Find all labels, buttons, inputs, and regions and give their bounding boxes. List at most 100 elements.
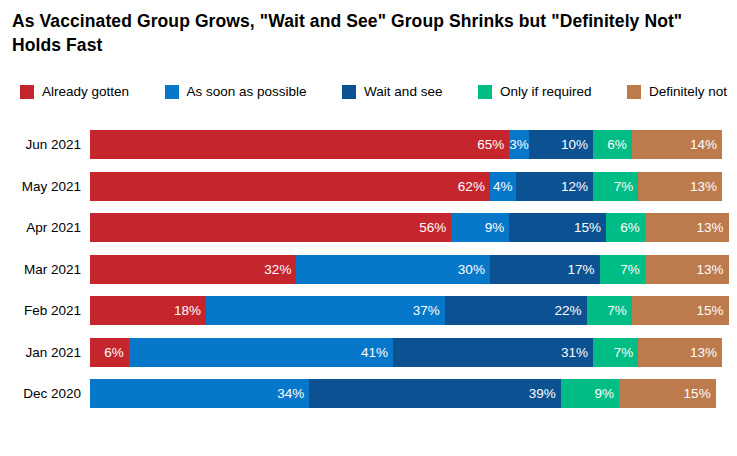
bar-segment: 17% <box>490 255 600 284</box>
bar-segment: 6% <box>90 338 129 367</box>
bar-segment: 7% <box>587 296 632 325</box>
stacked-bar: 62% 4% 12% 7% 13% <box>90 172 722 201</box>
legend-item: Definitely not <box>627 84 727 99</box>
value-label: 17% <box>568 262 595 277</box>
legend-label: As soon as possible <box>187 84 307 99</box>
value-label: 62% <box>458 179 485 194</box>
category-label: Feb 2021 <box>12 303 90 318</box>
legend-item: Wait and see <box>342 84 442 99</box>
bar-segment: 12% <box>516 172 593 201</box>
legend-swatch <box>478 85 492 99</box>
value-label: 6% <box>620 220 640 235</box>
bar-row: Apr 2021 56% 9% 15% 6% 13% <box>12 213 729 242</box>
category-label: Jan 2021 <box>12 345 90 360</box>
bar-segment: 13% <box>645 255 729 284</box>
value-label: 34% <box>277 386 304 401</box>
legend-item: As soon as possible <box>165 84 307 99</box>
bar-segment: 39% <box>309 379 561 408</box>
value-label: 39% <box>529 386 556 401</box>
bar-segment: 13% <box>645 213 729 242</box>
bar-segment: 13% <box>638 172 722 201</box>
bar-segment: 15% <box>632 296 729 325</box>
bar-segment: 65% <box>90 130 509 159</box>
bar-segment: 30% <box>296 255 490 284</box>
stacked-bar: 6% 41% 31% 7% 13% <box>90 338 722 367</box>
value-label: 13% <box>696 262 723 277</box>
value-label: 18% <box>174 303 201 318</box>
value-label: 13% <box>690 345 717 360</box>
bar-row: Dec 2020 34% 39% 9% 15% <box>12 379 729 408</box>
value-label: 13% <box>690 179 717 194</box>
bar-segment: 32% <box>90 255 296 284</box>
value-label: 7% <box>620 262 640 277</box>
value-label: 12% <box>561 179 588 194</box>
bar-segment: 18% <box>90 296 206 325</box>
value-label: 10% <box>561 137 588 152</box>
bar-row: May 2021 62% 4% 12% 7% 13% <box>12 172 729 201</box>
chart-container: As Vaccinated Group Grows, "Wait and See… <box>0 0 737 456</box>
bar-segment: 3% <box>509 130 528 159</box>
stacked-bar: 65% 3% 10% 6% 14% <box>90 130 722 159</box>
value-label: 3% <box>509 137 529 152</box>
bar-segment: 15% <box>619 379 716 408</box>
value-label: 14% <box>690 137 717 152</box>
bar-row: Jun 2021 65% 3% 10% 6% 14% <box>12 130 729 159</box>
bar-segment: 7% <box>600 255 645 284</box>
value-label: 7% <box>614 179 634 194</box>
bar-segment: 7% <box>593 172 638 201</box>
category-label: Jun 2021 <box>12 137 90 152</box>
value-label: 41% <box>361 345 388 360</box>
legend-label: Wait and see <box>364 84 442 99</box>
legend-label: Definitely not <box>649 84 727 99</box>
category-label: Apr 2021 <box>12 220 90 235</box>
legend-item: Already gotten <box>20 84 129 99</box>
value-label: 65% <box>477 137 504 152</box>
value-label: 15% <box>684 386 711 401</box>
value-label: 37% <box>413 303 440 318</box>
value-label: 6% <box>607 137 627 152</box>
bar-segment: 9% <box>451 213 509 242</box>
bar-segment: 4% <box>490 172 516 201</box>
bar-segment: 10% <box>529 130 594 159</box>
value-label: 30% <box>458 262 485 277</box>
bar-segment: 41% <box>129 338 393 367</box>
value-label: 32% <box>264 262 291 277</box>
legend-label: Already gotten <box>42 84 129 99</box>
legend-swatch <box>20 85 34 99</box>
value-label: 31% <box>561 345 588 360</box>
chart-rows: Jun 202165%3%10%6%14%May 202162%4%12%7%1… <box>12 130 729 408</box>
value-label: 15% <box>696 303 723 318</box>
value-label: 15% <box>574 220 601 235</box>
legend-label: Only if required <box>500 84 592 99</box>
bar-segment: 22% <box>445 296 587 325</box>
bar-segment: 34% <box>90 379 309 408</box>
stacked-bar: 56% 9% 15% 6% 13% <box>90 213 729 242</box>
bar-segment: 56% <box>90 213 451 242</box>
bar-segment: 37% <box>206 296 445 325</box>
legend: Already gotten As soon as possible Wait an… <box>20 84 727 99</box>
bar-segment: 7% <box>593 338 638 367</box>
bar-segment: 31% <box>393 338 593 367</box>
value-label: 4% <box>493 179 513 194</box>
stacked-bar: 32% 30% 17% 7% 13% <box>90 255 729 284</box>
bar-segment: 6% <box>606 213 645 242</box>
bar-segment: 9% <box>561 379 619 408</box>
legend-swatch <box>342 85 356 99</box>
bar-segment: 13% <box>638 338 722 367</box>
value-label: 7% <box>607 303 627 318</box>
legend-swatch <box>627 85 641 99</box>
stacked-bar: 18% 37% 22% 7% 15% <box>90 296 729 325</box>
value-label: 13% <box>696 220 723 235</box>
chart-title: As Vaccinated Group Grows, "Wait and See… <box>12 10 729 57</box>
value-label: 7% <box>614 345 634 360</box>
value-label: 9% <box>485 220 505 235</box>
value-label: 6% <box>104 345 124 360</box>
value-label: 56% <box>419 220 446 235</box>
legend-swatch <box>165 85 179 99</box>
category-label: Dec 2020 <box>12 386 90 401</box>
bar-segment: 14% <box>632 130 722 159</box>
stacked-bar: 34% 39% 9% 15% <box>90 379 716 408</box>
category-label: May 2021 <box>12 179 90 194</box>
value-label: 22% <box>555 303 582 318</box>
bar-row: Jan 2021 6% 41% 31% 7% 13% <box>12 338 729 367</box>
